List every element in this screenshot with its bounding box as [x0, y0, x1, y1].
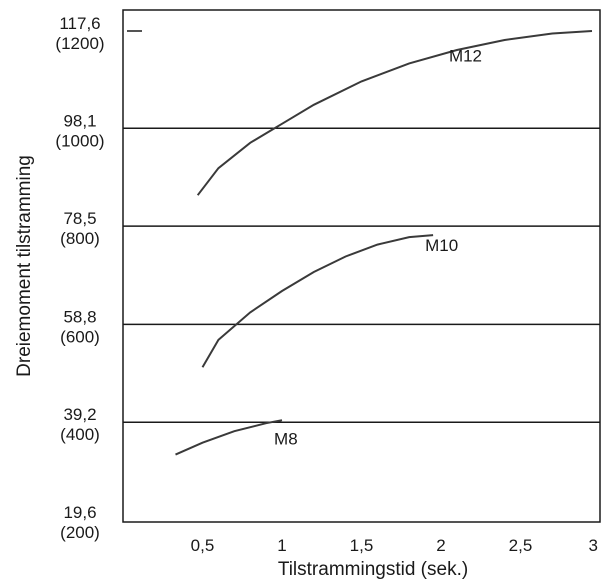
- y-axis-title: Dreiemoment tilstramming: [14, 155, 35, 377]
- y-tick-label-alt: (400): [60, 425, 100, 444]
- y-tick-label-alt: (1000): [55, 131, 104, 150]
- x-tick-label: 3: [589, 536, 598, 555]
- curve-label: M8: [274, 430, 298, 449]
- plot-frame: [122, 9, 601, 523]
- x-tick-label: 0,5: [191, 536, 215, 555]
- x-axis-title: Tilstrammingstid (sek.): [278, 559, 468, 580]
- x-tick-label: 2,5: [509, 536, 533, 555]
- series-line-m12: [196, 30, 593, 196]
- y-tick-label: 39,2: [63, 405, 96, 424]
- series-layer: [175, 30, 593, 456]
- y-tick-label: 117,6: [59, 14, 100, 33]
- curve-labels: M12 M10 M8: [274, 46, 482, 448]
- series-line-m8: [175, 419, 283, 456]
- y-tick-label-alt: (600): [60, 327, 100, 346]
- y-tick-label: 58,8: [63, 307, 96, 326]
- y-tick-labels: 117,6(1200) 98,1(1000) 78,5(800) 58,8(600) 3…: [55, 14, 104, 542]
- y-tick-label-alt: (200): [60, 523, 100, 542]
- curve-label: M10: [425, 236, 458, 255]
- x-tick-labels: 0,5 1 1,5 2 2,5 3: [191, 536, 598, 555]
- y-tick-label-alt: (800): [60, 229, 100, 248]
- x-tick-label: 1: [277, 536, 286, 555]
- y-tick-label-alt: (1200): [55, 34, 104, 53]
- curve-label: M12: [449, 46, 482, 65]
- gridlines: [123, 127, 600, 423]
- x-tick-label: 1,5: [350, 536, 374, 555]
- x-tick-label: 2: [436, 536, 445, 555]
- series-line-m10: [201, 234, 434, 368]
- y-tick-label: 78,5: [63, 209, 96, 228]
- y-tick-label: 98,1: [63, 111, 96, 130]
- y-tick-label: 19,6: [63, 503, 96, 522]
